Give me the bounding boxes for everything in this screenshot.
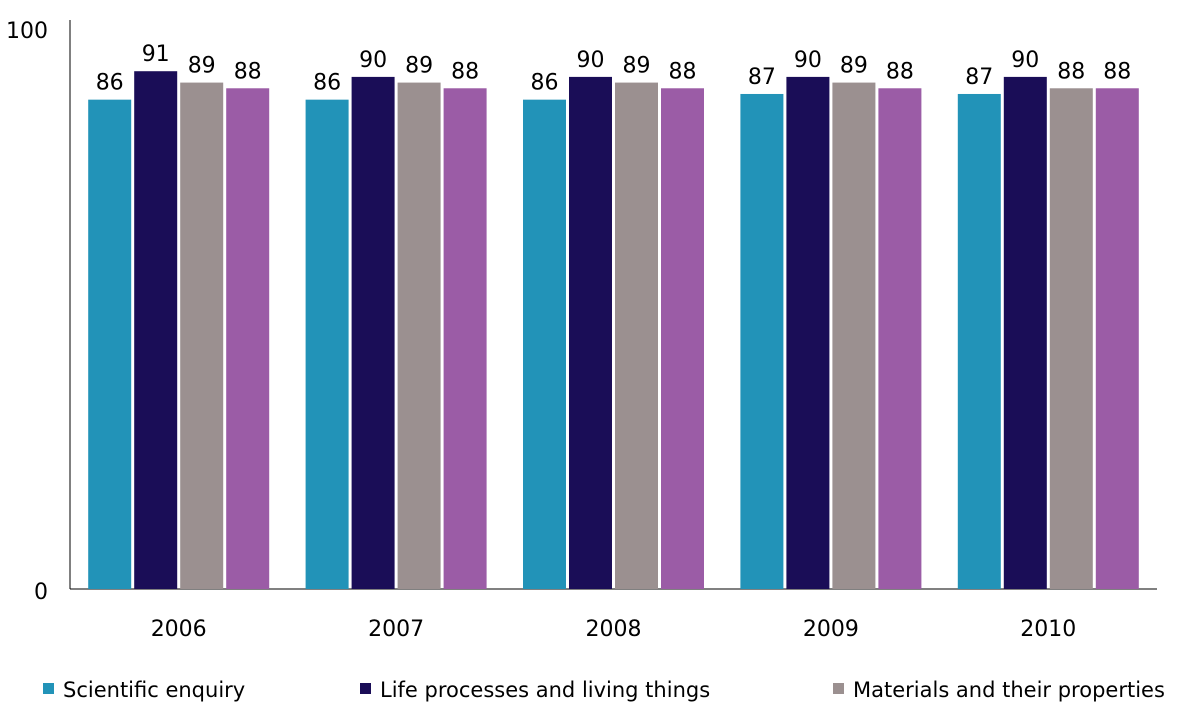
legend-label-series-3: Materials and their properties — [853, 678, 1165, 702]
data-label-2006-series-2: 91 — [142, 42, 170, 67]
data-label-2007-series-4: 88 — [451, 59, 479, 84]
data-label-2006-series-4: 88 — [234, 59, 262, 84]
legend-swatch-series-2 — [360, 683, 371, 694]
data-label-2010-series-1: 87 — [965, 65, 993, 90]
data-label-2008-series-2: 90 — [577, 48, 605, 73]
data-label-2008-series-3: 89 — [623, 54, 651, 79]
bar-2006-series-1 — [88, 99, 132, 589]
legend: Scientific enquiry Life processes and liv… — [43, 678, 1165, 702]
legend-label-series-2: Life processes and living things — [380, 678, 710, 702]
bar-2009-series-1 — [740, 93, 784, 589]
bar-2006-series-2 — [134, 71, 178, 589]
x-tick-label-2010: 2010 — [1020, 617, 1076, 642]
bar-2007-series-4 — [443, 88, 487, 589]
bar-2008-series-1 — [523, 99, 566, 589]
bar-2007-series-2 — [351, 76, 395, 589]
bar-2010-series-3 — [1049, 88, 1093, 589]
data-label-2010-series-4: 88 — [1103, 59, 1131, 84]
data-label-2006-series-1: 86 — [96, 71, 124, 96]
data-label-2009-series-3: 89 — [840, 54, 868, 79]
bar-2008-series-3 — [615, 82, 658, 589]
legend-label-series-1: Scientific enquiry — [63, 678, 245, 702]
data-label-2009-series-2: 90 — [794, 48, 822, 73]
legend-swatch-series-1 — [43, 683, 54, 694]
bar-2010-series-2 — [1003, 76, 1047, 589]
x-tick-labels: 2006 2007 2008 2009 2010 — [151, 617, 1077, 642]
data-label-2010-series-3: 88 — [1057, 59, 1085, 84]
data-label-2006-series-3: 89 — [188, 54, 216, 79]
x-tick-label-2006: 2006 — [151, 617, 207, 642]
data-label-2007-series-1: 86 — [313, 71, 341, 96]
legend-swatch-series-3 — [833, 683, 844, 694]
bar-2007-series-3 — [397, 82, 441, 589]
x-tick-label-2009: 2009 — [803, 617, 859, 642]
bar-2010-series-1 — [957, 93, 1001, 589]
y-tick-label-min: 0 — [34, 580, 48, 605]
bar-2010-series-4 — [1095, 88, 1139, 589]
data-labels: 86 91 89 88 86 90 89 88 86 90 89 88 87 90 89 88 87 90 88 88 — [96, 42, 1132, 95]
bar-2009-series-2 — [786, 76, 830, 589]
data-label-2007-series-3: 89 — [405, 54, 433, 79]
data-label-2008-series-1: 86 — [531, 71, 559, 96]
y-tick-label-max: 100 — [6, 19, 48, 44]
x-tick-label-2007: 2007 — [368, 617, 424, 642]
x-tick-label-2008: 2008 — [586, 617, 642, 642]
bar-2008-series-4 — [661, 88, 704, 589]
bars — [88, 71, 1139, 589]
data-label-2008-series-4: 88 — [669, 59, 697, 84]
bar-2007-series-1 — [305, 99, 349, 589]
data-label-2010-series-2: 90 — [1011, 48, 1039, 73]
data-label-2009-series-1: 87 — [748, 65, 776, 90]
bar-2009-series-4 — [878, 88, 922, 589]
data-label-2007-series-2: 90 — [359, 48, 387, 73]
bar-2009-series-3 — [832, 82, 876, 589]
bar-2006-series-4 — [226, 88, 270, 589]
bar-2006-series-3 — [180, 82, 224, 589]
y-axis: 100 0 — [6, 19, 71, 605]
bar-2008-series-2 — [569, 76, 612, 589]
data-label-2009-series-4: 88 — [886, 59, 914, 84]
